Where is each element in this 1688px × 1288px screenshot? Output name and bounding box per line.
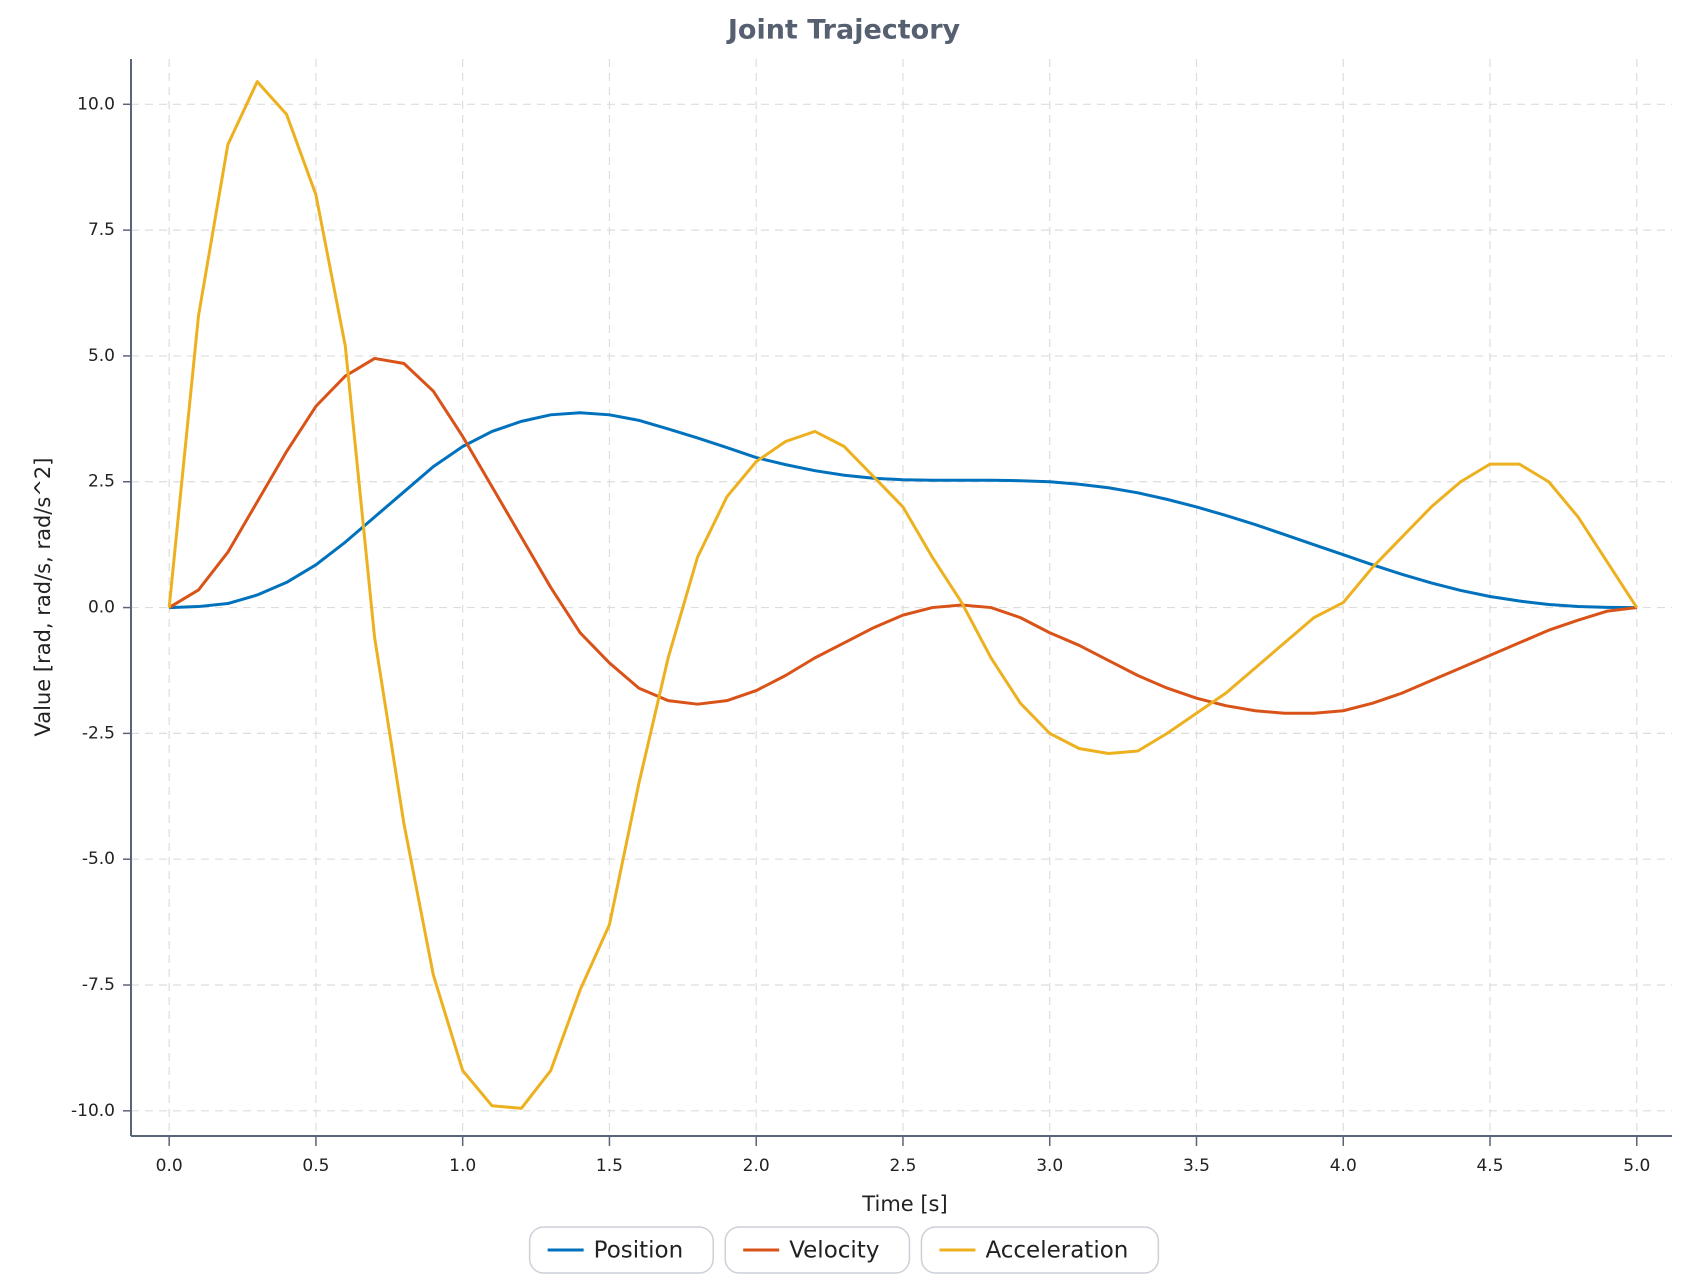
y-tick-label: 10.0 <box>77 94 115 114</box>
x-tick-label: 4.0 <box>1330 1156 1357 1176</box>
x-tick-label: 2.5 <box>889 1156 916 1176</box>
series-line <box>168 356 1637 715</box>
x-tick-label: 1.5 <box>596 1156 623 1176</box>
x-tick-label: 3.5 <box>1183 1156 1210 1176</box>
y-tick-label: 0.0 <box>88 598 115 618</box>
y-axis-label: Value [rad, rad/s, rad/s^2] <box>31 458 55 737</box>
legend-label: Acceleration <box>985 1238 1128 1264</box>
x-tick-label: 0.0 <box>156 1156 183 1176</box>
chart-title: Joint Trajectory <box>726 15 961 46</box>
y-tick-label: 5.0 <box>88 346 115 366</box>
y-tick-label: -2.5 <box>82 723 115 743</box>
series-line <box>167 80 1639 1110</box>
x-axis-label: Time [s] <box>861 1192 947 1216</box>
x-tick-label: 5.0 <box>1623 1156 1650 1176</box>
legend-box <box>920 1226 1160 1274</box>
y-tick-label: 2.5 <box>88 472 115 492</box>
legend: Position Velocity Acceleration <box>528 1226 1160 1274</box>
x-tick-label: 4.5 <box>1476 1156 1503 1176</box>
x-tick-label: 2.0 <box>743 1156 770 1176</box>
y-tick-label: -10.0 <box>71 1101 115 1121</box>
legend-box <box>528 1226 714 1274</box>
series-line <box>169 411 1637 610</box>
y-tick-label: -5.0 <box>82 849 115 869</box>
x-tick-label: 3.0 <box>1036 1156 1063 1176</box>
legend-label: Velocity <box>789 1238 879 1264</box>
y-tick-label: 7.5 <box>88 220 115 240</box>
x-tick-label: 0.5 <box>302 1156 329 1176</box>
y-tick-label: -7.5 <box>82 975 115 995</box>
x-tick-label: 1.0 <box>449 1156 476 1176</box>
legend-label: Position <box>594 1238 684 1264</box>
legend-box <box>724 1226 911 1274</box>
